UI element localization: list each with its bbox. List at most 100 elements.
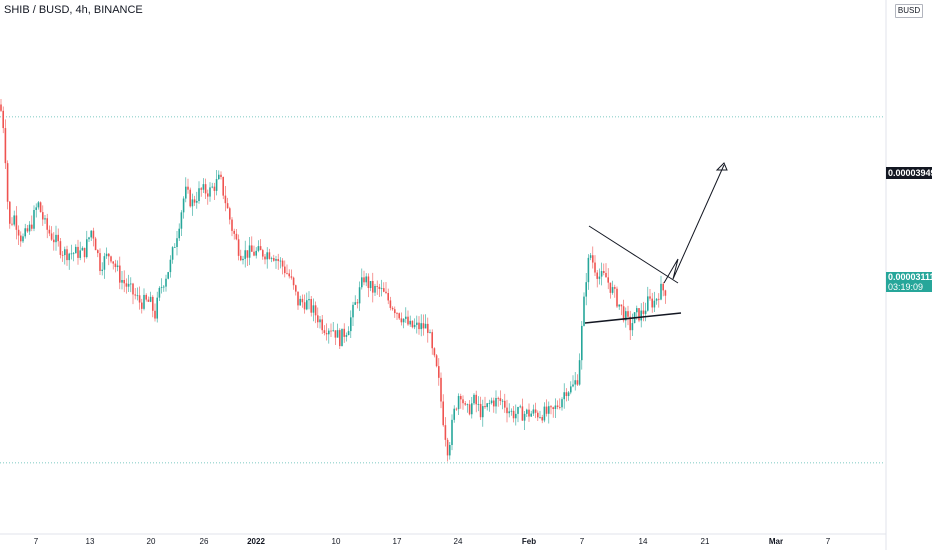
candle-body xyxy=(477,403,480,405)
candle-body xyxy=(490,400,493,404)
candle-body xyxy=(61,254,64,256)
triangle-upper-trendline xyxy=(588,225,679,284)
x-tick-label: Feb xyxy=(522,537,536,546)
candle-body xyxy=(563,392,565,400)
candle-body xyxy=(266,252,268,260)
candle-body xyxy=(446,439,449,456)
candle-body xyxy=(499,398,502,401)
candle-body xyxy=(545,406,548,414)
candle-body xyxy=(356,302,359,304)
candle-body xyxy=(385,291,387,294)
candle-body xyxy=(141,302,143,309)
candle-body xyxy=(284,266,286,274)
candle-body xyxy=(72,253,75,255)
candle-body xyxy=(97,250,99,254)
candle-body xyxy=(567,392,570,397)
candle-body xyxy=(350,317,352,332)
candle-body xyxy=(13,215,15,225)
candle-body xyxy=(112,261,114,264)
candle-body xyxy=(539,417,541,418)
candle-body xyxy=(218,174,220,180)
candle-body xyxy=(464,403,466,405)
candle-body xyxy=(198,188,200,201)
candle-body xyxy=(629,316,631,331)
candle-body xyxy=(297,291,299,306)
x-tick-label: 20 xyxy=(147,537,156,546)
candle-body xyxy=(101,269,103,271)
candle-body xyxy=(407,316,409,325)
candle-body xyxy=(466,404,469,406)
candle-body xyxy=(0,104,2,111)
candle-body xyxy=(534,409,537,413)
candle-body xyxy=(424,323,427,329)
candle-body xyxy=(55,234,57,243)
candle-body xyxy=(405,316,407,319)
candle-body xyxy=(240,255,242,261)
candle-body xyxy=(598,276,601,279)
candle-body xyxy=(339,330,341,347)
candle-body xyxy=(226,203,229,209)
candle-body xyxy=(361,277,363,288)
candle-body xyxy=(319,319,321,323)
candle-body xyxy=(105,253,108,257)
candle-body xyxy=(429,332,431,333)
candle-body xyxy=(352,304,354,318)
candle-body xyxy=(314,305,317,316)
candle-body xyxy=(158,287,161,298)
candle-body xyxy=(154,310,156,319)
candle-body xyxy=(323,330,326,334)
candle-body xyxy=(53,239,55,243)
candle-body xyxy=(191,199,194,207)
candle-body xyxy=(541,417,543,421)
projection-arrow-head xyxy=(715,162,728,171)
candle-body xyxy=(292,277,295,286)
candle-body xyxy=(336,330,339,338)
candle-body xyxy=(616,288,618,307)
candle-body xyxy=(398,313,400,319)
candle-body xyxy=(394,309,396,314)
candle-body xyxy=(39,202,42,213)
candle-body xyxy=(449,445,451,456)
x-tick-label: 2022 xyxy=(247,537,265,546)
candle-body xyxy=(501,400,504,402)
currency-badge[interactable]: BUSD xyxy=(895,4,923,18)
candle-body xyxy=(548,406,550,414)
candle-body xyxy=(15,215,18,230)
candle-body xyxy=(79,250,81,258)
candle-body xyxy=(506,407,508,414)
candle-body xyxy=(420,323,422,330)
candle-body xyxy=(306,300,308,310)
candle-body xyxy=(510,410,513,412)
candle-body xyxy=(493,400,495,407)
candle-body xyxy=(589,255,592,258)
candle-body xyxy=(299,298,301,306)
candle-body xyxy=(35,207,37,211)
candle-body xyxy=(290,276,293,278)
candle-body xyxy=(11,223,13,225)
candle-body xyxy=(488,403,491,404)
candle-body xyxy=(605,272,607,278)
candle-body xyxy=(253,251,255,256)
candle-body xyxy=(658,298,660,300)
candle-body xyxy=(264,256,266,260)
candle-body xyxy=(526,409,528,414)
candle-body xyxy=(156,297,158,319)
x-tick-label: 7 xyxy=(34,537,39,546)
candle-body xyxy=(347,331,350,336)
candle-body xyxy=(387,293,389,301)
candle-body xyxy=(660,283,662,300)
candle-body xyxy=(627,311,629,317)
candle-body xyxy=(570,386,572,393)
candle-body xyxy=(138,295,141,303)
candle-body xyxy=(220,174,222,178)
candle-body xyxy=(655,298,658,301)
candle-body xyxy=(409,320,411,325)
candle-body xyxy=(433,348,436,356)
x-tick-label: 21 xyxy=(701,537,710,546)
candle-body xyxy=(169,259,172,273)
candle-body xyxy=(33,210,35,229)
candle-body xyxy=(354,302,356,305)
candle-body xyxy=(638,308,640,321)
candle-body xyxy=(28,224,31,232)
